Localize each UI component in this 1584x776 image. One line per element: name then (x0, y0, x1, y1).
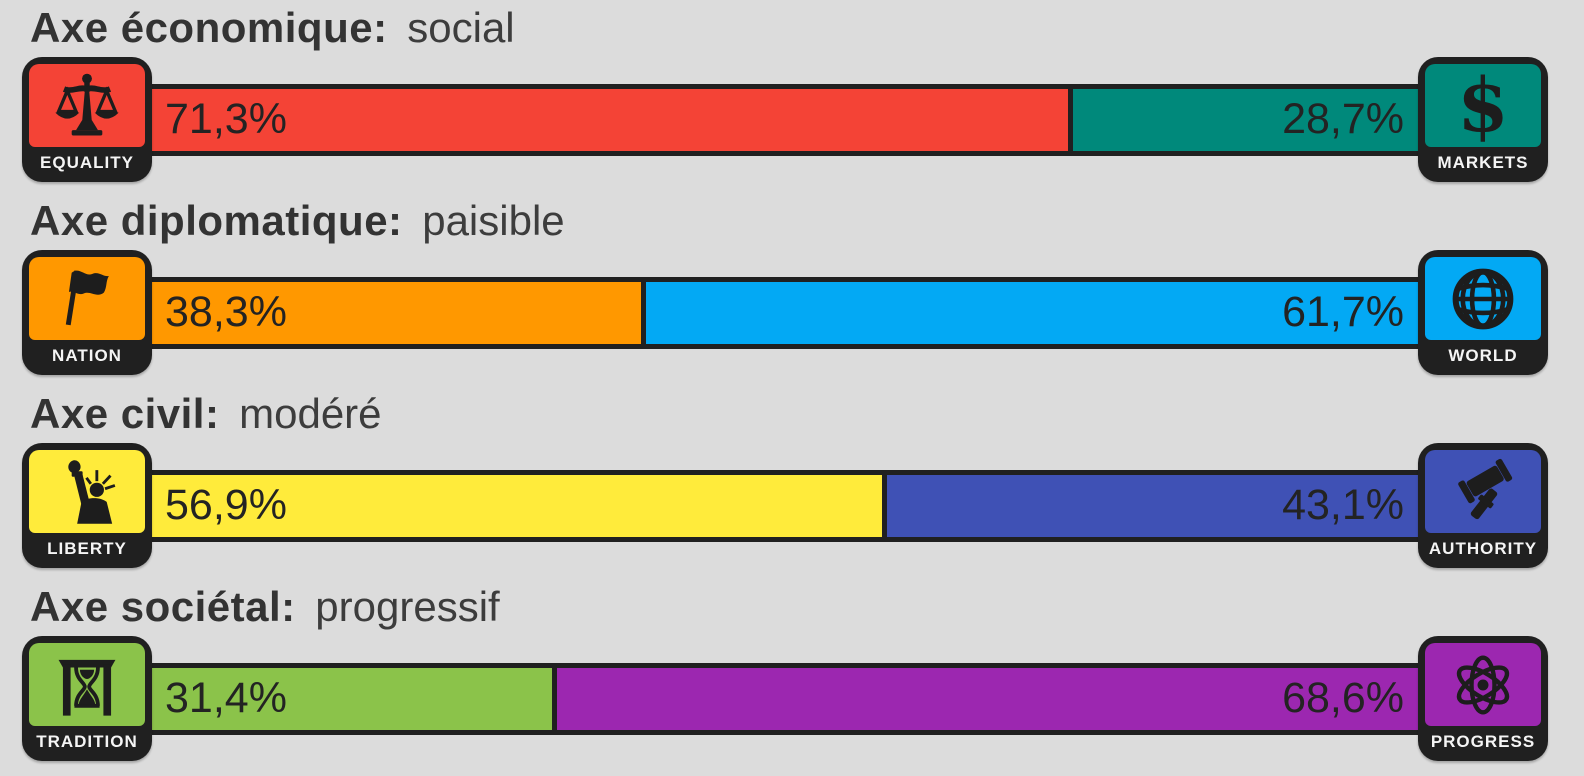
bar-segment-authority: 43,1% (881, 475, 1440, 537)
axis-name: Axe civil: (30, 390, 220, 437)
bar-segment-liberty: 56,9% (145, 475, 882, 537)
world-badge: WORLD (1418, 250, 1548, 375)
axis-result: paisible (422, 197, 565, 244)
axis-name: Axe diplomatique: (30, 197, 403, 244)
left-percent: 56,9% (165, 481, 287, 529)
axis-name: Axe économique: (30, 4, 388, 51)
bar-segment-tradition: 31,4% (145, 668, 552, 730)
liberty-icon (68, 459, 116, 524)
axis-title: Axe économique: social (30, 0, 515, 56)
axis-title: Axe civil: modéré (30, 386, 382, 442)
bar-segment-progress: 68,6% (551, 668, 1440, 730)
flag-icon (65, 269, 109, 325)
axis-economic: Axe économique: social 71,3% 28,7% (0, 0, 1584, 193)
bar-segment-nation: 38,3% (145, 282, 641, 344)
tradition-badge: TRADITION (22, 636, 152, 761)
right-percent: 68,6% (1282, 674, 1404, 722)
axis-civil: Axe civil: modéré 56,9% 43,1% (0, 386, 1584, 579)
axis-bar: 38,3% 61,7% (140, 277, 1445, 349)
dollar-icon: $ (1457, 64, 1509, 147)
axis-result: social (407, 4, 515, 51)
liberty-badge: LIBERTY (22, 443, 152, 568)
nation-badge: NATION (22, 250, 152, 375)
axis-title: Axe sociétal: progressif (30, 579, 500, 635)
authority-badge: AUTHORITY (1418, 443, 1548, 568)
axis-diplomatic: Axe diplomatique: paisible 38,3% 61,7% N… (0, 193, 1584, 386)
left-percent: 31,4% (165, 674, 287, 722)
axis-bar: 31,4% 68,6% (140, 663, 1445, 735)
authority-label: AUTHORITY (1428, 539, 1538, 558)
axis-name: Axe sociétal: (30, 583, 296, 630)
globe-icon (1452, 268, 1514, 329)
equality-label: EQUALITY (40, 153, 134, 172)
axis-result: modéré (239, 390, 382, 437)
tradition-label: TRADITION (36, 732, 138, 751)
nation-label: NATION (52, 346, 122, 365)
progress-label: PROGRESS (1430, 732, 1536, 751)
axis-result: progressif (315, 583, 500, 630)
markets-label: MARKETS (1437, 153, 1529, 172)
left-percent: 71,3% (165, 95, 287, 143)
progress-badge: PROGRESS (1418, 636, 1548, 761)
axis-societal: Axe sociétal: progressif 31,4% 68,6% (0, 579, 1584, 772)
hourglass-icon (58, 659, 116, 716)
left-percent: 38,3% (165, 288, 287, 336)
right-percent: 28,7% (1282, 95, 1404, 143)
scales-icon (55, 73, 119, 136)
world-label: WORLD (1448, 346, 1518, 365)
gavel-icon (1458, 458, 1513, 519)
right-percent: 43,1% (1282, 481, 1404, 529)
axis-bar: 71,3% 28,7% (140, 84, 1445, 156)
atom-icon (1456, 654, 1510, 715)
axis-bar: 56,9% 43,1% (140, 470, 1445, 542)
markets-badge: $ MARKETS (1418, 57, 1548, 182)
bar-segment-world: 61,7% (640, 282, 1440, 344)
bar-segment-markets: 28,7% (1068, 89, 1440, 151)
bar-segment-equality: 71,3% (145, 89, 1069, 151)
right-percent: 61,7% (1282, 288, 1404, 336)
liberty-label: LIBERTY (47, 539, 127, 558)
axis-title: Axe diplomatique: paisible (30, 193, 565, 249)
equality-badge: EQUALITY (22, 57, 152, 182)
